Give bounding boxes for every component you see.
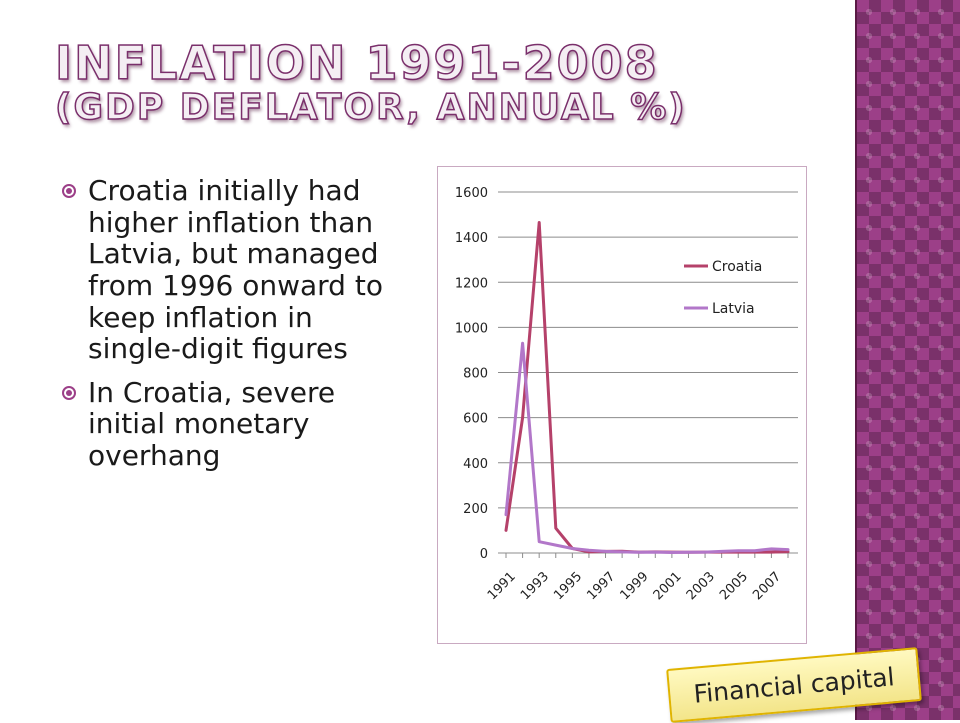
x-axis	[498, 552, 798, 558]
chart-legend: Croatia Latvia	[684, 259, 762, 317]
title-line-2: (GDP DEFLATOR, ANNUAL %)	[54, 87, 687, 128]
x-tick-label: 2001	[651, 569, 685, 603]
y-tick-label: 1400	[455, 231, 488, 246]
y-tick-label: 0	[480, 547, 488, 562]
x-tick-label: 1993	[518, 569, 552, 603]
chart-gridlines	[498, 191, 798, 509]
decorative-side-band	[857, 0, 960, 720]
y-tick-label: 1200	[455, 276, 488, 291]
title-line-1: INFLATION 1991-2008	[54, 36, 659, 90]
x-tick-label: 2007	[750, 569, 784, 603]
y-tick-label: 200	[463, 502, 488, 517]
x-axis-tick-labels: 1991 1993 1995 1997 1999 2001 2003 2005 2007	[485, 569, 784, 603]
legend-label-latvia: Latvia	[712, 301, 755, 317]
x-tick-label: 1995	[551, 569, 585, 603]
y-tick-label: 800	[463, 367, 488, 382]
bullet-icon	[62, 385, 76, 400]
y-tick-label: 1000	[455, 321, 488, 336]
decorative-band-edge	[855, 0, 858, 720]
y-tick-label: 1600	[455, 186, 488, 201]
x-tick-label: 1999	[618, 569, 652, 603]
series-line-latvia	[504, 341, 790, 554]
bullet-item: In Croatia, severe initial monetary over…	[62, 375, 412, 472]
bullet-text: In Croatia, severe initial monetary over…	[88, 375, 336, 472]
chart-frame: 0 200 400 600 800 1000 1200 1400 1600 1991 1993 19…	[437, 166, 807, 644]
bullet-list: Croatia initially had higher inflation t…	[62, 175, 412, 484]
bullet-text: Croatia initially had higher inflation t…	[88, 174, 383, 366]
chart-series-lines	[504, 221, 790, 554]
x-tick-label: 1991	[485, 569, 519, 603]
slide-title: INFLATION 1991-2008 (GDP DEFLATOR, ANNUA…	[54, 36, 835, 128]
x-tick-label: 1997	[584, 569, 618, 603]
x-tick-label: 2003	[684, 569, 718, 603]
y-tick-label: 400	[463, 457, 488, 472]
bullet-item: Croatia initially had higher inflation t…	[62, 175, 412, 365]
x-tick-label: 2005	[717, 569, 751, 603]
legend-label-croatia: Croatia	[712, 259, 762, 275]
y-tick-label: 600	[463, 412, 488, 427]
y-axis-tick-labels: 0 200 400 600 800 1000 1200 1400 1600	[455, 186, 488, 562]
bullet-icon	[62, 184, 76, 198]
